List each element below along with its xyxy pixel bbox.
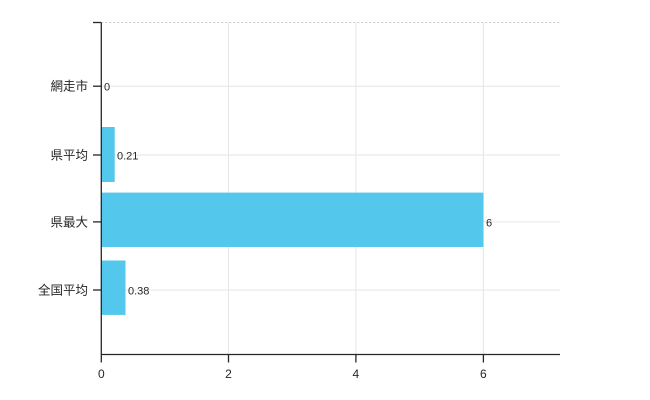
svg-text:網走市: 網走市 (50, 79, 88, 94)
svg-text:0.38: 0.38 (128, 286, 149, 298)
svg-text:全国平均: 全国平均 (38, 283, 88, 298)
svg-text:2: 2 (225, 367, 232, 381)
svg-text:県平均: 県平均 (50, 149, 88, 163)
svg-text:0: 0 (98, 367, 105, 381)
svg-text:県最大: 県最大 (50, 216, 88, 230)
svg-text:6: 6 (480, 367, 487, 381)
svg-text:4: 4 (353, 367, 360, 381)
svg-text:6: 6 (486, 218, 492, 230)
svg-text:0: 0 (104, 82, 110, 94)
svg-text:0.21: 0.21 (117, 151, 138, 163)
